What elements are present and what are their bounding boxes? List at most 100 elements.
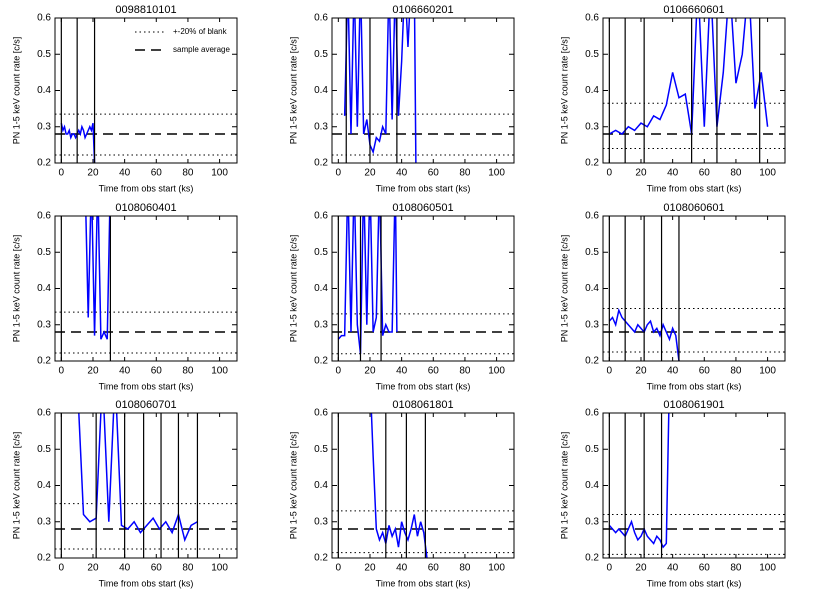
y-tick-label: 0.4: [37, 480, 51, 491]
count-rate-line: [370, 413, 428, 558]
panel: 0108060401 Time from obs start (ks) PN 1-5…: [11, 202, 238, 391]
x-tick-label: 0: [59, 168, 65, 179]
plot-frame: [331, 17, 515, 164]
plot-frame: [54, 17, 238, 164]
y-tick-label: 0.5: [314, 49, 328, 60]
x-axis-label: Time from obs start (ks): [99, 381, 194, 391]
panel-title: 0108060401: [115, 202, 176, 214]
plot-area: [55, 413, 237, 558]
y-axis-label: PN 1-5 keV count rate [c/s]: [288, 235, 298, 343]
x-tick-label: 80: [730, 168, 742, 179]
panel-title: 0098810101: [115, 4, 176, 16]
y-tick-label: 0.5: [585, 444, 599, 455]
y-axis-label: PN 1-5 keV count rate [c/s]: [11, 37, 21, 145]
x-tick-label: 20: [635, 563, 647, 574]
x-tick-label: 60: [699, 563, 711, 574]
x-axis-label: Time from obs start (ks): [376, 381, 471, 391]
panel-title: 0108060501: [392, 202, 453, 214]
count-rate-line: [608, 413, 670, 549]
y-axis-label: PN 1-5 keV count rate [c/s]: [11, 235, 21, 343]
y-tick-label: 0.2: [314, 553, 328, 564]
x-tick-label: 60: [151, 168, 163, 179]
legend-label: sample average: [173, 45, 230, 54]
plot-area: [332, 18, 514, 163]
panel-title: 0108060701: [115, 399, 176, 411]
y-axis-label: PN 1-5 keV count rate [c/s]: [559, 432, 569, 540]
plot-frame: [602, 215, 786, 362]
x-tick-label: 100: [488, 168, 505, 179]
x-tick-label: 80: [459, 366, 471, 377]
y-axis-label: PN 1-5 keV count rate [c/s]: [288, 37, 298, 145]
x-tick-label: 60: [428, 366, 440, 377]
plot-frame: [331, 215, 515, 362]
panel-title: 0108061801: [392, 399, 453, 411]
panel: 0108061801 Time from obs start (ks) PN 1-5…: [288, 399, 515, 588]
plot-frame: [54, 215, 238, 362]
y-tick-label: 0.5: [314, 444, 328, 455]
y-tick-label: 0.2: [37, 356, 51, 367]
y-tick-label: 0.5: [37, 49, 51, 60]
x-tick-label: 80: [182, 563, 194, 574]
x-axis-label: Time from obs start (ks): [376, 183, 471, 193]
count-rate-line: [608, 18, 769, 135]
y-tick-label: 0.4: [585, 480, 599, 491]
x-tick-label: 40: [667, 563, 679, 574]
x-tick-label: 60: [428, 168, 440, 179]
panel: 0098810101 Time from obs start (ks) PN 1-5…: [11, 4, 238, 193]
x-tick-label: 80: [459, 168, 471, 179]
x-tick-label: 40: [667, 366, 679, 377]
panel-title: 0108060601: [663, 202, 724, 214]
x-tick-label: 60: [428, 563, 440, 574]
y-tick-label: 0.2: [585, 553, 599, 564]
panel: 0108060601 Time from obs start (ks) PN 1-5…: [559, 202, 786, 391]
y-axis-label: PN 1-5 keV count rate [c/s]: [288, 432, 298, 540]
x-tick-label: 100: [759, 563, 776, 574]
x-tick-label: 0: [59, 366, 65, 377]
x-tick-label: 100: [211, 168, 228, 179]
y-axis-label: PN 1-5 keV count rate [c/s]: [559, 235, 569, 343]
x-tick-label: 0: [607, 563, 613, 574]
y-tick-label: 0.6: [585, 13, 599, 24]
y-tick-label: 0.2: [314, 158, 328, 169]
x-axis-label: Time from obs start (ks): [376, 578, 471, 588]
plot-frame: [54, 412, 238, 559]
y-tick-label: 0.5: [314, 247, 328, 258]
panel: 0106660201 Time from obs start (ks) PN 1-5…: [288, 4, 515, 193]
y-tick-label: 0.3: [585, 516, 599, 527]
y-tick-label: 0.4: [37, 283, 51, 294]
y-tick-label: 0.6: [585, 211, 599, 222]
y-tick-label: 0.4: [37, 85, 51, 96]
x-tick-label: 0: [607, 366, 613, 377]
y-tick-label: 0.4: [585, 85, 599, 96]
panel: 0108061901 Time from obs start (ks) PN 1-5…: [559, 399, 786, 588]
panel: 0108060501 Time from obs start (ks) PN 1-5…: [288, 202, 515, 391]
y-tick-label: 0.5: [37, 444, 51, 455]
y-tick-label: 0.6: [37, 408, 51, 419]
x-tick-label: 40: [667, 168, 679, 179]
x-tick-label: 100: [488, 563, 505, 574]
x-tick-label: 20: [364, 563, 376, 574]
x-tick-label: 80: [459, 563, 471, 574]
x-tick-label: 40: [119, 168, 131, 179]
y-tick-label: 0.6: [37, 211, 51, 222]
x-axis-label: Time from obs start (ks): [647, 578, 742, 588]
x-tick-label: 60: [699, 168, 711, 179]
y-axis-label: PN 1-5 keV count rate [c/s]: [11, 432, 21, 540]
x-axis-label: Time from obs start (ks): [99, 578, 194, 588]
x-tick-label: 100: [211, 366, 228, 377]
plot-frame: [602, 412, 786, 559]
y-tick-label: 0.3: [314, 319, 328, 330]
x-tick-label: 100: [488, 366, 505, 377]
y-tick-label: 0.4: [585, 283, 599, 294]
panel: 0108060701 Time from obs start (ks) PN 1-5…: [11, 399, 238, 588]
x-tick-label: 60: [151, 366, 163, 377]
x-tick-label: 40: [119, 563, 131, 574]
panel-title: 0108061901: [663, 399, 724, 411]
plot-frame: [602, 17, 786, 164]
legend-label: +-20% of blank: [173, 27, 228, 36]
plot-area: [332, 413, 514, 558]
panel-title: 0106660201: [392, 4, 453, 16]
count-rate-line: [78, 413, 198, 543]
panel: 0106660601 Time from obs start (ks) PN 1-5…: [559, 4, 786, 193]
x-tick-label: 100: [759, 366, 776, 377]
